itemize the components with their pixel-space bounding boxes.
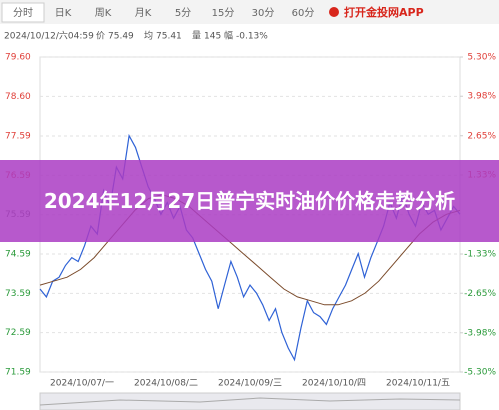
app-icon xyxy=(329,7,339,17)
x-tick-label: 2024/10/09/三 xyxy=(218,379,282,389)
info-price-label: 价 xyxy=(96,31,105,42)
tab[interactable]: 30分 xyxy=(252,7,275,19)
x-tick-label: 2024/10/10/四 xyxy=(302,379,366,389)
overlay: 2024年12月27日普宁实时油价价格走势分析 xyxy=(0,160,499,242)
tab[interactable]: 分时 xyxy=(13,7,33,19)
tab[interactable]: 15分 xyxy=(212,7,235,19)
y2-tick-label: 5.30% xyxy=(467,53,496,63)
y2-tick-label: -5.30% xyxy=(464,368,496,378)
y2-tick-label: -2.65% xyxy=(464,289,496,299)
navigator-line xyxy=(39,397,461,406)
y2-tick-label: -1.33% xyxy=(464,250,496,260)
y-tick-label: 77.59 xyxy=(5,132,31,142)
y-tick-label: 73.59 xyxy=(5,289,31,299)
x-tick-label: 2024/10/11/五 xyxy=(386,379,450,389)
info-vol-label: 量 xyxy=(192,31,201,42)
info-time: 2024/10/12/六04:59 xyxy=(4,30,94,42)
x-tick-label: 2024/10/08/二 xyxy=(134,379,198,389)
info-amp: -0.13% xyxy=(236,32,268,42)
y2-tick-label: 2.65% xyxy=(467,131,496,141)
info-avg: 75.41 xyxy=(156,32,182,42)
tab[interactable]: 月K xyxy=(135,7,152,19)
tab[interactable]: 日K xyxy=(55,8,72,19)
y-tick-label: 74.59 xyxy=(5,250,31,260)
y-tick-label: 79.60 xyxy=(5,53,31,63)
info-vol: 145 xyxy=(204,32,221,42)
info-price: 75.49 xyxy=(108,32,134,42)
y2-tick-label: 3.98% xyxy=(467,92,496,102)
overlay-title: 2024年12月27日普宁实时油价价格走势分析 xyxy=(43,189,456,213)
x-tick-label: 2024/10/07/一 xyxy=(50,379,114,389)
tab-bar xyxy=(0,0,499,24)
y2-tick-label: -3.98% xyxy=(464,328,496,338)
active-tab xyxy=(1,2,45,23)
navigator xyxy=(39,392,461,410)
y-tick-label: 78.60 xyxy=(5,92,31,102)
tab[interactable]: 60分 xyxy=(292,7,315,19)
y-tick-label: 71.59 xyxy=(5,368,31,378)
info-amp-label: 幅 xyxy=(224,30,233,42)
tab[interactable]: 5分 xyxy=(175,7,191,19)
app-link[interactable]: 打开金投网APP xyxy=(344,5,424,19)
tab[interactable]: 周K xyxy=(95,7,112,19)
y-tick-label: 72.59 xyxy=(5,328,31,338)
info-avg-label: 均 xyxy=(144,30,153,42)
